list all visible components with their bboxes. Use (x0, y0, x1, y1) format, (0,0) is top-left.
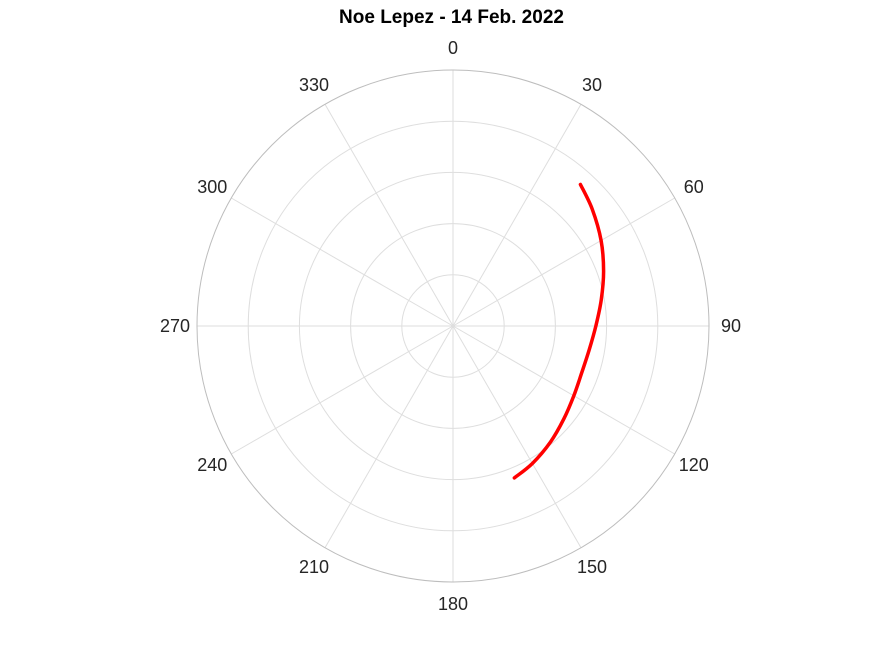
r-gridline-0.2 (401, 274, 505, 378)
theta-tick-labels: 0 30 60 90 120 150 180 210 240 270 300 330 (160, 38, 741, 614)
theta-gridline-120 (452, 325, 675, 455)
theta-gridline-210 (324, 325, 454, 548)
theta-tick-label-180: 180 (438, 594, 468, 614)
polar-outer-ring (196, 69, 710, 583)
theta-gridline-330 (324, 104, 454, 327)
theta-gridline-240 (231, 325, 454, 455)
theta-gridline-30 (452, 104, 582, 327)
theta-tick-label-60: 60 (684, 177, 704, 197)
theta-tick-label-30: 30 (582, 75, 602, 95)
theta-tick-label-150: 150 (577, 557, 607, 577)
theta-tick-label-0: 0 (448, 38, 458, 58)
series-line-0 (512, 182, 606, 480)
chart-title: Noe Lepez - 14 Feb. 2022 (339, 7, 564, 28)
theta-tick-label-270: 270 (160, 316, 190, 336)
theta-tick-label-90: 90 (721, 316, 741, 336)
theta-gridline-150 (452, 325, 582, 548)
theta-tick-label-330: 330 (299, 75, 329, 95)
polar-grid (196, 69, 710, 583)
r-gridline-0.8 (247, 120, 659, 532)
theta-tick-label-210: 210 (299, 557, 329, 577)
theta-tick-label-300: 300 (197, 177, 227, 197)
theta-tick-label-120: 120 (679, 455, 709, 475)
theta-tick-label-240: 240 (197, 455, 227, 475)
theta-gridline-300 (231, 197, 454, 327)
series-layer (512, 182, 606, 480)
theta-gridline-60 (452, 197, 675, 327)
r-gridline-0.6 (298, 171, 608, 481)
r-gridline-0.4 (350, 223, 556, 429)
